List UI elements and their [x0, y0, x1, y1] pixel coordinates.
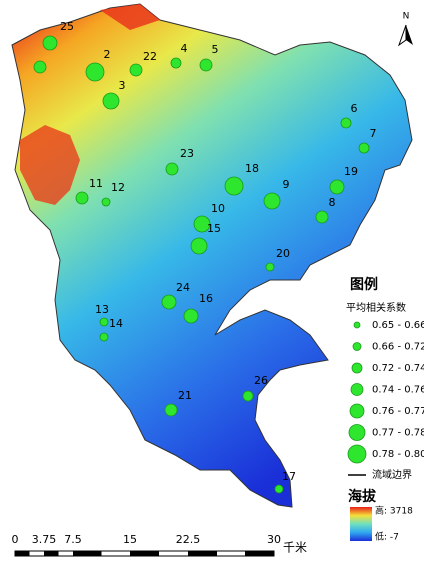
station-label: 21: [178, 389, 192, 402]
station: [164, 403, 178, 417]
station: [85, 62, 105, 82]
station: [161, 294, 177, 310]
station: [340, 117, 352, 129]
scale-unit: 千米: [283, 541, 307, 555]
station: [75, 191, 89, 205]
legend-label: 0.72 - 0.74: [372, 363, 424, 374]
station-label: 11: [89, 177, 103, 190]
legend-symbol: [351, 362, 363, 374]
elevation-low: 低: -7: [375, 531, 399, 543]
elevation-heading: 海拔: [348, 488, 377, 505]
legend-label: 0.66 - 0.72: [372, 342, 424, 353]
legend-symbol: [350, 383, 364, 396]
scale-segment: [15, 551, 30, 556]
legend-title: 图例: [350, 276, 378, 293]
scale-segment: [188, 551, 217, 556]
station-label: 15: [207, 222, 221, 235]
station: [190, 237, 208, 255]
legend-label: 0.74 - 0.76: [372, 385, 424, 396]
station: [242, 390, 254, 402]
scale-segment: [44, 551, 59, 556]
station: [170, 57, 182, 69]
legend-symbol: [349, 403, 365, 419]
station: [33, 60, 47, 74]
station-label: 22: [143, 50, 157, 63]
highland: [100, 4, 160, 30]
scale-segment: [73, 551, 102, 556]
station-label: 14: [109, 317, 123, 330]
legend-symbol: [353, 321, 361, 329]
station-label: 6: [351, 102, 358, 115]
legend-symbol: [347, 444, 367, 464]
station-label: 26: [254, 374, 268, 387]
station: [274, 484, 284, 494]
legend-symbol: [348, 424, 366, 441]
station-label: 4: [181, 42, 188, 55]
elevation-bar: [350, 507, 372, 541]
scale-tick: 15: [123, 533, 137, 546]
station-label: 12: [111, 181, 125, 194]
scale-tick: 3.75: [32, 533, 57, 546]
legend-heading: 平均相关系数: [346, 301, 406, 314]
legend-boundary: 流域边界: [372, 468, 412, 481]
elevation-high: 高: 3718: [375, 505, 413, 517]
station: [99, 317, 109, 327]
station: [99, 332, 109, 342]
scale-tick: 22.5: [176, 533, 201, 546]
station: [183, 308, 199, 324]
station: [329, 179, 345, 195]
station-label: 5: [212, 43, 219, 56]
station: [42, 35, 58, 51]
station-label: 18: [245, 162, 259, 175]
legend-label: 0.65 - 0.66: [372, 320, 424, 331]
station-label: 10: [211, 202, 225, 215]
station-label: 13: [95, 303, 109, 316]
station-label: 2: [104, 48, 111, 61]
station-label: 25: [60, 20, 74, 33]
highland: [20, 125, 80, 205]
station-label: 7: [370, 127, 377, 140]
station-label: 19: [344, 165, 358, 178]
station: [358, 142, 370, 154]
station: [129, 63, 143, 77]
scale-tick: 0: [12, 533, 19, 546]
legend-label: 0.76 - 0.77: [372, 406, 424, 417]
scale-tick: 7.5: [64, 533, 82, 546]
station: [165, 162, 179, 176]
scale-segment: [130, 551, 159, 556]
station: [224, 176, 244, 196]
station-label: 3: [119, 79, 126, 92]
station-label: 16: [199, 292, 213, 305]
legend-label: 0.77 - 0.78: [372, 428, 424, 439]
basin: [11, 3, 413, 508]
legend-symbol: [352, 342, 362, 351]
station: [101, 197, 111, 207]
station: [199, 58, 213, 72]
station: [265, 262, 275, 272]
station: [263, 192, 281, 210]
station: [315, 210, 329, 224]
station-label: 17: [282, 470, 296, 483]
legend-label: 0.78 - 0.80: [372, 449, 424, 460]
north-label: N: [403, 12, 410, 22]
station-label: 9: [283, 178, 290, 191]
station: [102, 92, 120, 110]
station-label: 23: [180, 147, 194, 160]
north-arrow: N: [398, 12, 413, 47]
station-label: 24: [176, 281, 190, 294]
scale-tick: 30: [267, 533, 281, 546]
scale-segment: [245, 551, 274, 556]
station-label: 20: [276, 247, 290, 260]
station-label: 8: [329, 196, 336, 209]
station: [193, 215, 211, 233]
